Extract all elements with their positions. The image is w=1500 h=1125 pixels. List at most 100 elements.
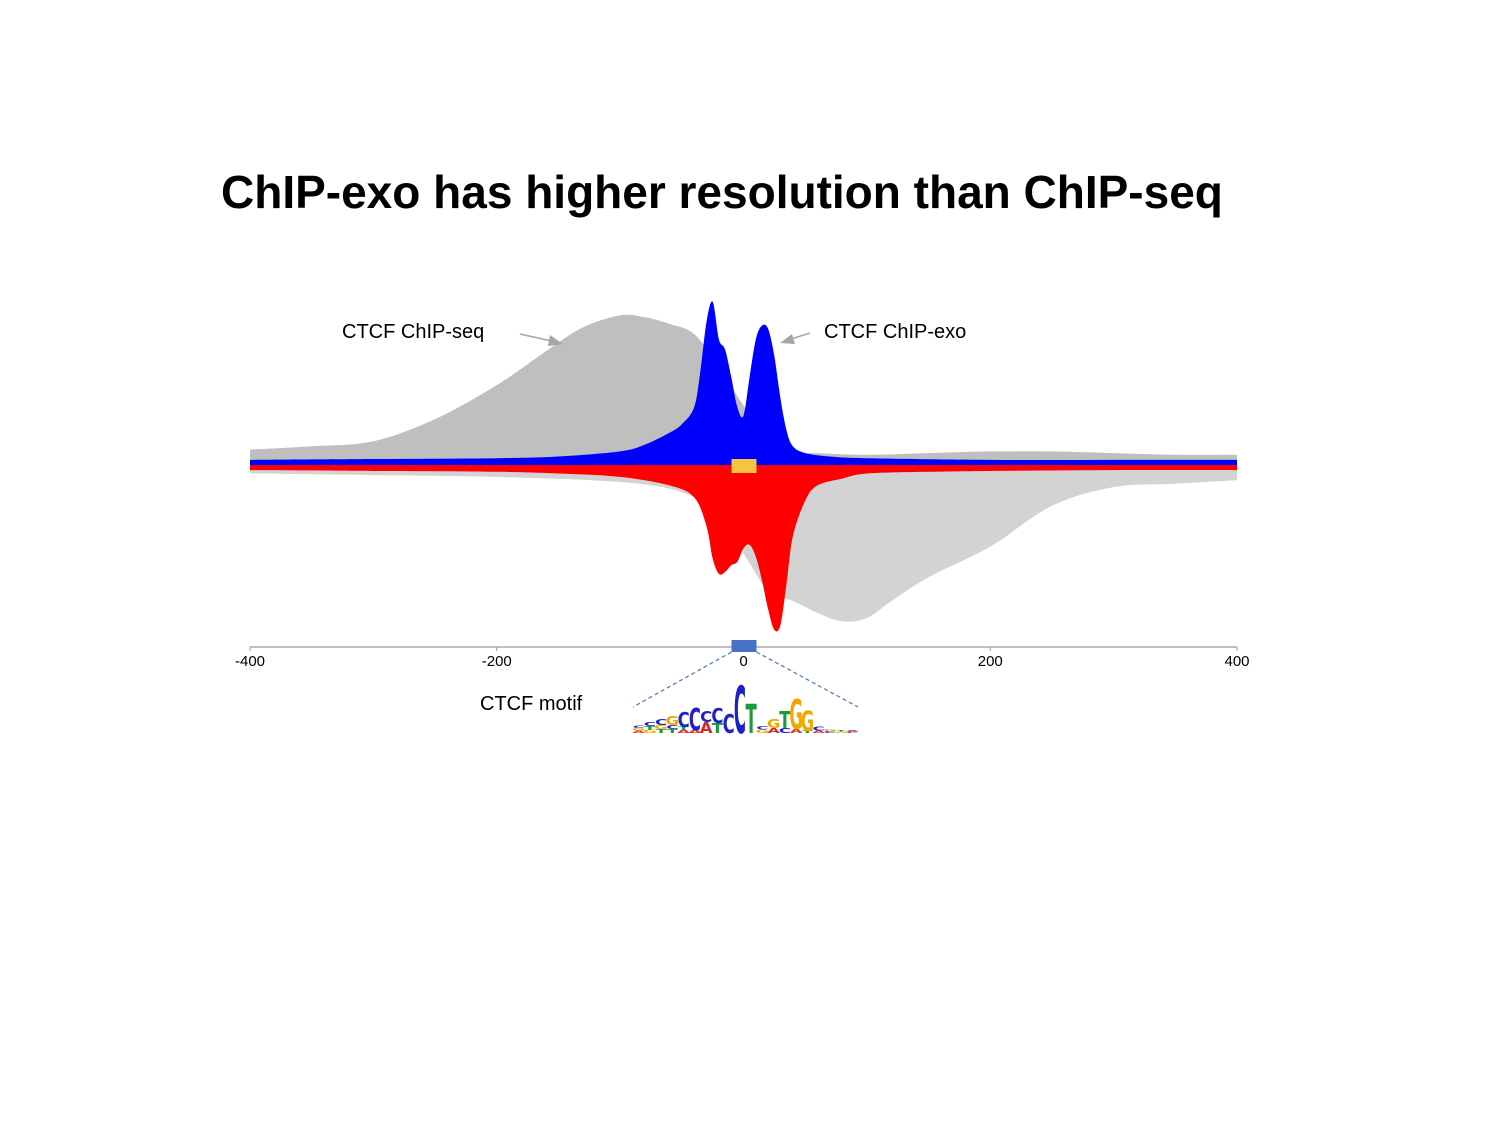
svg-text:T: T — [667, 728, 679, 734]
svg-text:G: G — [823, 728, 836, 731]
logo-letter-T: T — [779, 706, 790, 734]
chipseq-forward-area — [250, 314, 1237, 465]
x-tick-label: -400 — [235, 653, 265, 670]
svg-text:A: A — [632, 730, 646, 734]
logo-letter-G: G — [654, 724, 668, 730]
svg-text:T: T — [644, 725, 656, 731]
svg-text:C: C — [655, 718, 667, 727]
svg-text:G: G — [834, 731, 847, 733]
logo-letter-C: C — [756, 726, 768, 731]
logo-letter-C: C — [689, 701, 701, 737]
svg-text:C: C — [633, 725, 645, 729]
x-tick-label: -200 — [482, 653, 512, 670]
logo-letter-T: T — [836, 730, 847, 732]
svg-text:G: G — [789, 692, 802, 739]
slide-title: ChIP-exo has higher resolution than ChIP… — [221, 166, 1223, 218]
svg-text:T: T — [712, 720, 724, 736]
chipexo-forward-area — [250, 301, 1237, 465]
logo-letter-G: G — [801, 706, 814, 738]
logo-letter-T: T — [656, 728, 668, 734]
svg-text:C: C — [666, 724, 678, 730]
chart-markers — [519, 332, 811, 473]
motif-position-box — [731, 459, 757, 473]
motif-label: CTCF motif — [480, 693, 583, 715]
chipexo-arrow-head — [780, 334, 795, 344]
svg-text:T: T — [836, 730, 847, 732]
logo-letter-T: T — [712, 720, 724, 736]
logo-letter-T: T — [667, 728, 679, 734]
svg-text:T: T — [779, 706, 790, 734]
svg-text:G: G — [767, 718, 780, 732]
logo-letter-T: T — [644, 725, 656, 731]
svg-text:T: T — [678, 726, 690, 731]
logo-letter-C: C — [846, 731, 858, 733]
logo-letter-A: A — [689, 729, 703, 734]
logo-letter-G: G — [834, 731, 847, 733]
svg-text:C: C — [734, 674, 746, 749]
logo-letter-G: G — [643, 729, 656, 734]
svg-text:C: C — [824, 730, 836, 733]
logo-letter-G: G — [666, 715, 679, 729]
svg-text:G: G — [632, 727, 645, 731]
zoom-line-left — [632, 651, 732, 708]
svg-text:A: A — [689, 729, 703, 734]
svg-text:C: C — [846, 731, 858, 733]
logo-letter-G: G — [823, 728, 836, 731]
zoom-line-right — [756, 651, 859, 708]
svg-text:A: A — [767, 726, 780, 734]
svg-text:A: A — [846, 730, 859, 732]
logo-letter-C: C — [666, 724, 678, 730]
logo-letter-C: C — [734, 674, 746, 749]
logo-letter-G: G — [632, 727, 645, 731]
svg-text:G: G — [756, 729, 770, 735]
svg-text:A: A — [700, 719, 714, 737]
logo-letter-C: C — [779, 726, 791, 734]
svg-text:C: C — [813, 726, 825, 732]
chipseq-label: CTCF ChIP-seq — [342, 321, 485, 343]
logo-letter-T: T — [678, 726, 690, 731]
svg-text:A: A — [677, 729, 691, 734]
svg-text:A: A — [790, 728, 803, 734]
svg-text:T: T — [802, 730, 814, 734]
chipexo-label: CTCF ChIP-exo — [824, 321, 967, 343]
svg-text:G: G — [654, 724, 668, 730]
svg-text:C: C — [779, 726, 791, 734]
svg-text:T: T — [656, 728, 668, 734]
logo-letter-C: C — [824, 730, 836, 733]
x-tick-label: 0 — [739, 653, 747, 670]
logo-letter-G: G — [756, 729, 770, 735]
logo-letter-A: A — [790, 728, 803, 734]
x-axis: -400 -200 0 200 400 — [235, 640, 1250, 670]
svg-text:C: C — [689, 701, 701, 737]
logo-letter-T: T — [746, 698, 757, 744]
svg-text:C: C — [678, 709, 690, 732]
logo-letter-A: A — [700, 719, 714, 737]
signal-areas — [250, 301, 1237, 632]
logo-letter-C: C — [633, 725, 645, 729]
svg-text:C: C — [723, 710, 735, 740]
logo-letter-C: C — [711, 705, 723, 728]
logo-letter-A: A — [812, 730, 826, 734]
chipexo-reverse-area — [250, 465, 1237, 632]
logo-letter-C: C — [813, 726, 825, 732]
logo-letter-C: C — [700, 708, 712, 726]
logo-letter-C: C — [644, 721, 656, 727]
svg-text:T: T — [746, 698, 757, 744]
svg-text:A: A — [812, 730, 826, 734]
motif-axis-box — [731, 640, 757, 652]
logo-letter-T: T — [802, 730, 814, 734]
logo-letter-G: G — [767, 718, 780, 732]
logo-letter-A: A — [632, 730, 646, 734]
logo-letter-C: C — [723, 710, 735, 740]
logo-letter-A: A — [846, 730, 859, 732]
svg-text:C: C — [756, 726, 768, 731]
logo-letter-C: C — [678, 709, 690, 732]
svg-text:G: G — [801, 706, 814, 738]
chipseq-arrow-head — [548, 335, 563, 346]
logo-letter-C: C — [655, 718, 667, 727]
x-tick-label: 400 — [1224, 653, 1249, 670]
svg-text:C: C — [711, 705, 723, 728]
svg-text:G: G — [643, 729, 656, 734]
